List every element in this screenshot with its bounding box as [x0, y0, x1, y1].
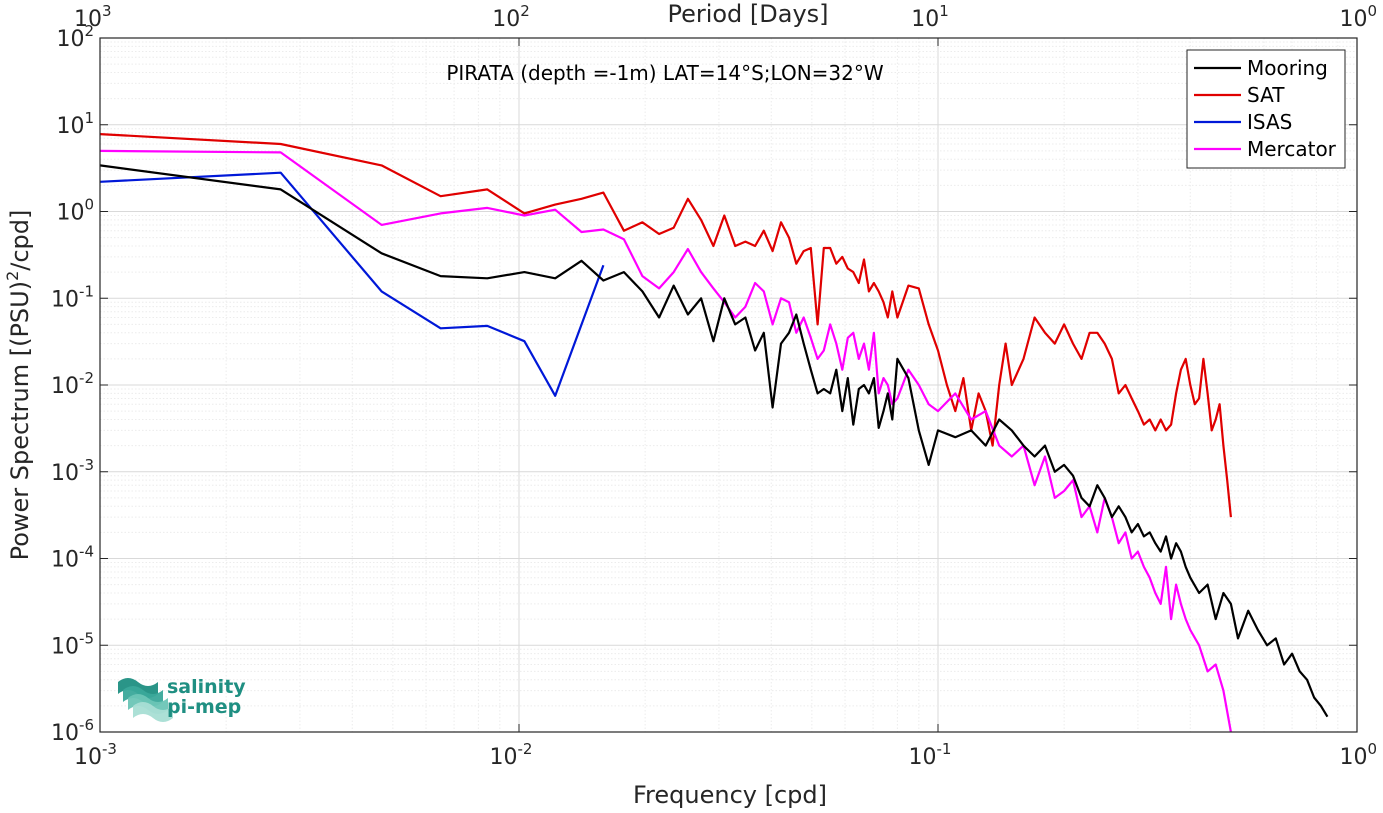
- x-tick-label: 10-3: [74, 740, 117, 770]
- x2-tick-label: 101: [911, 2, 949, 32]
- series-line-sat: [99, 133, 1232, 518]
- x-tick-label: 100: [1339, 740, 1377, 770]
- legend-label-mooring: Mooring: [1247, 56, 1328, 80]
- x2-tick-label: 103: [74, 2, 112, 32]
- grid: [99, 38, 1357, 733]
- y-tick-label: 10-1: [51, 282, 94, 312]
- tick-marks: [99, 37, 1358, 733]
- legend-label-sat: SAT: [1247, 83, 1285, 107]
- y-tick-label: 100: [56, 196, 94, 226]
- legend: Mooring SAT ISAS Mercator: [1186, 49, 1346, 169]
- logo-wave: [133, 702, 173, 722]
- series-lines: [99, 133, 1329, 733]
- series-line-mercator: [99, 149, 1232, 733]
- legend-label-isas: ISAS: [1247, 110, 1292, 134]
- x2-tick-label: 100: [1339, 2, 1377, 32]
- logo-wave-icon: [118, 678, 173, 722]
- salinity-pi-mep-logo: salinity pi-mep: [118, 676, 246, 722]
- x-axis-title: Frequency [cpd]: [633, 781, 827, 809]
- legend-label-mercator: Mercator: [1247, 137, 1337, 161]
- logo-text-line1: salinity: [167, 676, 246, 698]
- chart-title: PIRATA (depth =-1m) LAT=14°S;LON=32°W: [446, 61, 884, 85]
- logo-text-line2: pi-mep: [167, 696, 241, 718]
- x2-axis-title: Period [Days]: [667, 0, 828, 28]
- y-tick-label: 102: [56, 22, 94, 52]
- tick-labels: 10-3 103 10-2 102 10-1 101 100 100 10-6 10-5 10-4 1…: [51, 2, 1377, 770]
- y-tick-label: 10-2: [51, 369, 94, 399]
- y-tick-label: 10-3: [51, 456, 94, 486]
- x-tick-label: 10-2: [490, 740, 533, 770]
- series-line-mooring: [99, 164, 1329, 718]
- y-axis-title: Power Spectrum [(PSU)2/cpd]: [3, 210, 34, 561]
- y-tick-label: 101: [56, 109, 94, 139]
- x2-tick-label: 102: [492, 2, 530, 32]
- y-tick-label: 10-6: [51, 716, 94, 746]
- x-tick-label: 10-1: [909, 740, 952, 770]
- y-tick-label: 10-5: [51, 629, 94, 659]
- series-line-isas: [99, 171, 605, 397]
- y-tick-label: 10-4: [51, 543, 94, 573]
